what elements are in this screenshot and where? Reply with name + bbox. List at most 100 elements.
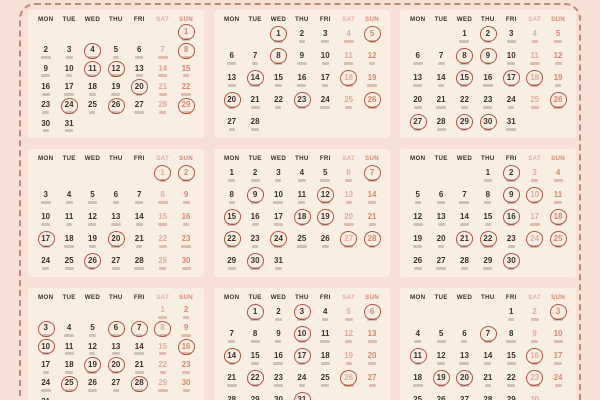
day-number: 27	[367, 373, 377, 382]
day-cell: 3	[314, 29, 337, 45]
day-number: 4	[415, 329, 420, 338]
day-sub-label	[438, 83, 445, 87]
day-cell: 24	[290, 373, 313, 389]
day-cell: 11	[81, 60, 104, 80]
weeks-container: 1 2 3 4 5 6 7 8 9 10 11 12 13 14 15 16 17 18 19 20 21 22 23 24 2…	[406, 25, 570, 136]
day-cell: 2	[267, 307, 290, 323]
day-sub-label	[506, 339, 517, 343]
day-number: 22	[158, 234, 168, 243]
weekday-header-sun: SUN	[179, 293, 194, 301]
empty-cell	[360, 256, 383, 272]
weeks-container: 1 2 3 4 5 6 7 8 9 10 11 12 13 14 15 16 17 18 19 20 21 22 23 24 2…	[220, 164, 384, 275]
day-number: 18	[344, 73, 354, 82]
day-cell: 19	[81, 356, 104, 376]
empty-cell	[523, 256, 546, 272]
day-cell: 21	[151, 82, 174, 98]
day-number: 6	[137, 45, 142, 55]
empty-cell	[360, 395, 383, 400]
day-sub-label	[65, 55, 73, 59]
weekday-header-sat: SAT	[342, 154, 356, 162]
day-cell: 9	[500, 186, 523, 206]
week-row: 28 29 30 31	[220, 391, 384, 400]
weekday-header-fri: FRI	[319, 293, 331, 301]
day-sub-label	[368, 222, 376, 226]
day-cell: 12	[546, 51, 569, 67]
day-number: 21	[367, 212, 377, 221]
day-number: 3	[43, 190, 48, 199]
day-sub-label	[88, 333, 96, 337]
day-number: 19	[413, 234, 423, 243]
day-number: 24	[320, 95, 330, 104]
weekday-header-sat: SAT	[156, 293, 170, 301]
day-cell: 5	[104, 45, 127, 61]
day-sub-label	[40, 55, 51, 59]
day-number: 24	[530, 234, 540, 243]
day-number: 31	[506, 117, 516, 126]
day-number: 5	[90, 190, 95, 199]
day-number: 26	[111, 100, 121, 110]
day-sub-label	[506, 361, 516, 365]
day-sub-label	[459, 361, 470, 365]
day-number: 12	[344, 329, 354, 338]
day-cell: 17	[500, 69, 523, 89]
day-sub-label	[507, 222, 516, 226]
day-number: 21	[483, 373, 493, 382]
day-number: 27	[111, 378, 121, 388]
empty-cell	[429, 307, 452, 323]
day-number: 21	[460, 234, 469, 243]
day-number: 20	[134, 82, 144, 92]
day-number: 5	[323, 168, 328, 177]
day-number: 4	[66, 323, 72, 333]
day-number: 27	[134, 100, 144, 110]
day-number: 31	[64, 118, 74, 128]
day-sub-label	[182, 55, 190, 59]
day-cell: 22	[453, 95, 476, 111]
day-sub-label	[181, 244, 192, 248]
day-cell: 29	[453, 113, 476, 133]
day-number: 22	[274, 95, 283, 104]
day-number: 12	[320, 190, 330, 199]
day-number: 24	[64, 100, 74, 110]
day-cell: 8	[151, 320, 174, 339]
day-cell: 27	[453, 395, 476, 400]
day-cell: 20	[406, 95, 429, 111]
day-number: 18	[553, 212, 563, 221]
day-sub-label	[436, 339, 446, 343]
day-number: 15	[506, 351, 516, 360]
week-row: 13 14 15 16 17 18 19	[406, 69, 570, 92]
day-number: 31	[41, 397, 50, 400]
week-row: 17 18 19 20 21 22 23	[34, 230, 198, 253]
weeks-container: 1 2 3 4 5 6 7 8 9 10 11 12 13 14 15 16 17 18 19 20 21 22 23 24 2…	[406, 164, 570, 275]
day-cell: 29	[243, 395, 266, 400]
month-panel-month-8: MON TUE WED THU FRI SAT SUN 1 2 3 4 5 6 7 8 9 10 11 12 13 14…	[214, 288, 390, 400]
day-sub-label	[227, 244, 237, 248]
day-sub-label	[65, 200, 73, 204]
day-sub-label	[226, 222, 237, 226]
day-cell: 26	[81, 378, 104, 394]
day-sub-label	[344, 61, 354, 65]
day-number: 13	[134, 63, 144, 73]
day-cell: 2	[243, 168, 266, 184]
day-sub-label	[553, 339, 563, 343]
day-cell: 27	[337, 230, 360, 250]
day-number: 13	[111, 212, 121, 221]
day-cell: 30	[174, 378, 197, 394]
day-cell: 5	[360, 25, 383, 45]
day-sub-label	[531, 361, 538, 365]
day-sub-label	[87, 388, 97, 392]
day-cell: 28	[128, 375, 151, 394]
day-sub-label	[412, 61, 423, 65]
day-cell: 29	[500, 395, 523, 400]
day-sub-label	[554, 200, 563, 204]
day-number: 19	[88, 234, 97, 243]
day-number: 12	[111, 63, 121, 73]
day-cell: 25	[337, 95, 360, 111]
day-sub-label	[41, 333, 50, 337]
day-number: 23	[41, 100, 51, 110]
day-sub-label	[41, 222, 51, 226]
day-cell: 18	[546, 208, 569, 228]
day-number: 22	[158, 360, 168, 370]
day-sub-label	[459, 383, 469, 387]
day-number: 8	[160, 190, 165, 199]
day-number: 13	[367, 329, 377, 338]
